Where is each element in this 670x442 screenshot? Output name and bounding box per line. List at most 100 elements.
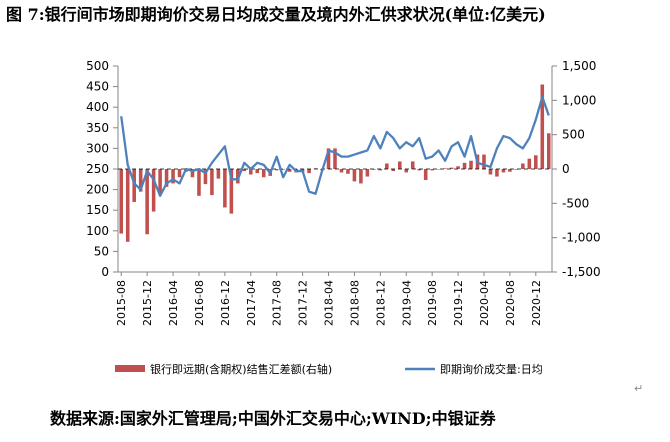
bar [546,133,551,169]
bar [339,169,344,173]
left-tick-label: 250 [86,162,109,176]
bar [177,169,182,178]
x-tick-label: 2020-04 [478,280,491,326]
x-tick-label: 2018-12 [374,280,387,326]
bar [462,162,467,169]
x-tick-label: 2017-08 [271,280,284,326]
bar [333,148,337,169]
right-tick-label: 0 [562,162,570,176]
bar [249,169,253,175]
x-tick-label: 2015-08 [115,280,128,326]
x-tick-label: 2020-08 [504,280,517,326]
left-tick-label: 150 [86,203,109,217]
bar [151,169,156,212]
bar [365,169,370,177]
bar [443,168,447,169]
bar [132,169,136,202]
x-tick-label: 2019-08 [426,280,439,326]
bar [501,169,506,173]
right-tick-label: -500 [562,196,589,210]
bar [261,169,266,178]
bar [352,169,357,182]
bar [508,169,512,172]
right-tick-label: -1,000 [562,231,601,245]
bar [521,163,525,169]
bar [197,169,201,196]
left-tick-label: 350 [86,121,109,135]
bar [274,169,279,171]
x-tick-label: 2019-04 [400,280,413,326]
bar [203,169,208,185]
bar [281,169,285,170]
source-note: 数据来源:国家外汇管理局;中国外汇交易中心;WIND;中银证券 [50,409,496,428]
right-tick-label: 1,000 [562,93,596,107]
bar [391,169,396,172]
x-tick-label: 2017-12 [297,280,310,326]
right-tick-label: -1,500 [562,265,601,279]
x-tick-label: 2018-08 [348,280,361,326]
line-series-spot-volume [120,95,550,197]
bar [242,169,247,172]
bar [223,169,227,208]
series-line [120,95,550,197]
left-tick-label: 0 [101,265,109,279]
bar [430,169,434,171]
x-tick-label: 2020-12 [530,280,543,326]
bar [423,169,428,180]
bar [469,160,473,169]
bar [138,169,143,192]
legend-bar-swatch [115,365,145,372]
x-tick-label: 2016-12 [219,280,232,326]
bar [410,161,415,169]
x-axis-labels: 2015-08 2015-12 2016-04 2016-08 2016-12 2017-… [115,271,552,326]
left-tick-label: 50 [94,244,109,258]
bar [326,148,331,169]
x-tick-label: 2015-12 [141,280,154,326]
bar [527,158,532,169]
left-tick-label: 400 [86,100,109,114]
bar [417,169,421,171]
bar [287,169,292,172]
bar [158,169,162,194]
bar [346,169,350,174]
bar [495,169,499,177]
bar [210,169,214,196]
bar [397,161,402,169]
x-tick-label: 2017-04 [245,280,258,326]
chart-title: 图 7:银行间市场即期询价交易日均成交量及境内外汇供求状况(单位:亿美元) [6,5,546,24]
x-tick-label: 2018-04 [323,280,336,326]
x-tick-label: 2016-04 [167,280,180,326]
bar [145,169,149,235]
bar [540,84,545,169]
legend-label-bar: 银行即远期(含期权)结售汇差额(右轴) [150,362,332,376]
left-y-axis: 0 50 100 150 200 250 300 350 400 450 500 [86,59,119,279]
bar [359,169,363,184]
bar [307,169,311,174]
bar [255,169,260,174]
paragraph-mark: ↵ [634,382,643,395]
bar [216,169,221,179]
bar [456,166,460,169]
legend: 银行即远期(含期权)结售汇差额(右轴) 即期询价成交量:日均 ↵ [115,362,643,395]
bar [534,155,538,169]
bar [514,169,519,170]
left-tick-label: 300 [86,141,109,155]
bar [164,169,169,187]
bar [190,169,195,178]
left-tick-label: 450 [86,80,109,94]
legend-label-line: 即期询价成交量:日均 [440,362,543,376]
bar [482,154,486,169]
left-tick-label: 100 [86,224,109,238]
bar [385,163,389,169]
bar [488,169,493,175]
right-tick-label: 500 [562,128,585,142]
bar [229,169,234,214]
bar [449,167,454,169]
bar [171,169,175,184]
x-tick-label: 2016-08 [193,280,206,326]
bar [125,169,130,242]
x-tick-label: 2019-12 [452,280,465,326]
right-y-axis: -1,500 -1,000 -500 0 500 1,000 1,500 [551,59,601,279]
right-tick-label: 1,500 [562,59,596,73]
